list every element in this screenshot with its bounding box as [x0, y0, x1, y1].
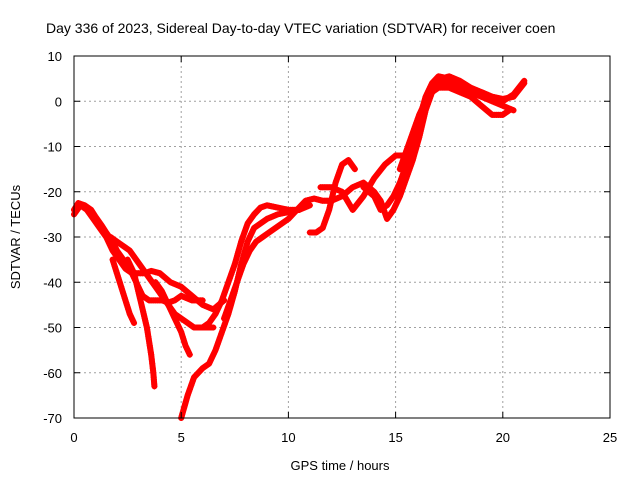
series-layer — [71, 73, 528, 421]
y-tick-label: 10 — [48, 49, 62, 64]
series-prn-f — [152, 279, 193, 358]
data-point-marker — [186, 351, 193, 358]
series-prn-j — [306, 157, 358, 236]
y-axis-title: SDTVAR / TECUs — [8, 184, 23, 289]
y-tick-label: -20 — [43, 185, 62, 200]
x-tick-label: 25 — [603, 430, 617, 445]
data-point-marker — [151, 383, 158, 390]
x-tick-label: 15 — [388, 430, 402, 445]
y-tick-label: -10 — [43, 140, 62, 155]
series-prn-d — [109, 256, 138, 326]
y-tick-label: -40 — [43, 275, 62, 290]
x-tick-label: 5 — [178, 430, 185, 445]
y-tick-label: 0 — [55, 94, 62, 109]
series-prn-h — [199, 202, 303, 331]
data-point-marker — [199, 297, 206, 304]
series-prn-o — [396, 84, 513, 173]
x-axis-title: GPS time / hours — [291, 458, 390, 473]
x-tick-label: 0 — [70, 430, 77, 445]
data-point-marker — [521, 77, 528, 84]
data-point-marker — [210, 324, 217, 331]
data-point-marker — [506, 107, 513, 114]
tick-layer: -70 -60 -50 -40 -30 -20 -10 0 10 0 5 10 15 20 25 — [43, 49, 617, 445]
y-tick-label: -60 — [43, 366, 62, 381]
y-tick-label: -70 — [43, 411, 62, 426]
y-tick-label: -30 — [43, 230, 62, 245]
x-tick-label: 10 — [281, 430, 295, 445]
series-prn-e — [124, 256, 158, 390]
y-tick-label: -50 — [43, 321, 62, 336]
chart-title: Day 336 of 2023, Sidereal Day-to-day VTE… — [46, 20, 555, 36]
data-point-marker — [131, 319, 138, 326]
data-point-marker — [351, 166, 358, 173]
data-point-marker — [306, 202, 313, 209]
x-tick-label: 20 — [496, 430, 510, 445]
